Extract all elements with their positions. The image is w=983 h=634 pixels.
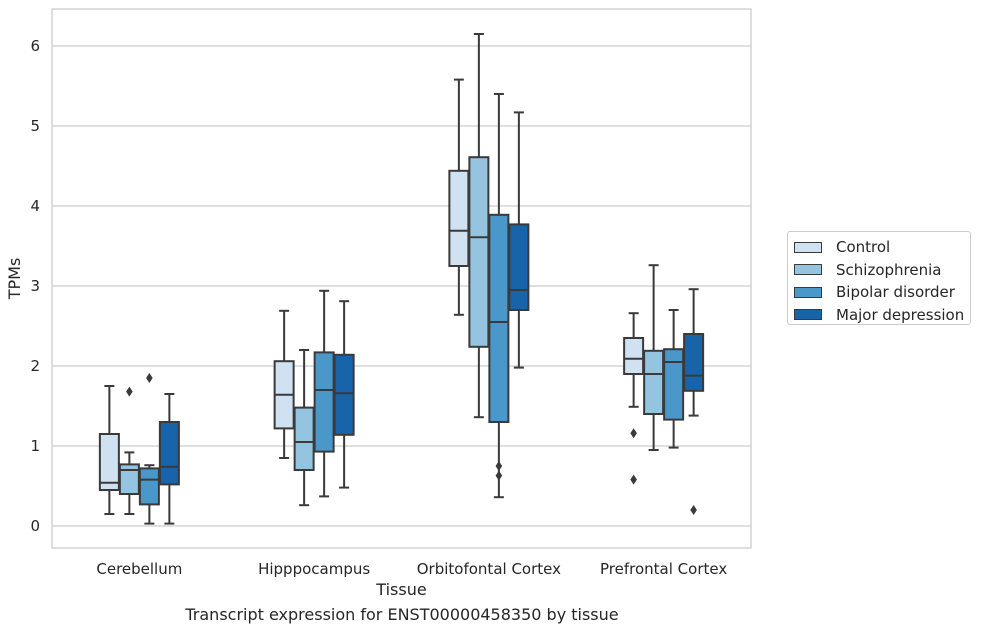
legend-label: Control — [836, 238, 891, 257]
y-tick-label: 4 — [30, 197, 40, 215]
box-body — [158, 421, 180, 486]
box-body — [643, 349, 665, 415]
box-body — [138, 467, 160, 506]
y-tick-label: 2 — [30, 357, 40, 375]
legend-item: Bipolar disorder — [794, 281, 970, 304]
box-body — [508, 223, 530, 311]
box-body — [683, 333, 705, 392]
box-body — [118, 463, 140, 495]
legend-swatch — [794, 309, 822, 321]
box-body — [468, 156, 490, 348]
y-tick-label: 3 — [30, 277, 40, 295]
y-tick-label: 1 — [30, 437, 40, 455]
legend-swatch — [794, 286, 822, 298]
legend-label: Schizophrenia — [836, 260, 942, 279]
box-major-depression — [508, 111, 530, 369]
box-bipolar-disorder — [138, 373, 160, 525]
box-body — [448, 169, 470, 267]
legend-swatch — [794, 241, 822, 253]
legend-swatch — [794, 264, 822, 276]
chart-caption: Transcript expression for ENST0000045835… — [185, 605, 619, 624]
box-control — [98, 385, 120, 515]
outlier-point — [495, 470, 503, 481]
box-control — [623, 312, 645, 485]
legend-item: Control — [794, 236, 970, 259]
outlier-point — [495, 461, 503, 471]
outlier-point — [146, 373, 153, 383]
box-control — [448, 78, 470, 316]
box-body — [623, 337, 645, 375]
box-control — [273, 309, 295, 459]
box-body — [488, 213, 510, 423]
legend: Control Schizophrenia Bipolar disorder Majo… — [787, 231, 971, 325]
box-bipolar-disorder — [488, 93, 510, 499]
outlier-point — [690, 505, 697, 515]
x-tick-label: Cerebellum — [96, 560, 182, 578]
y-tick-label: 0 — [30, 517, 40, 535]
outlier-point — [630, 474, 637, 485]
outlier-point — [126, 386, 133, 397]
x-axis-label: Tissue — [375, 580, 426, 599]
y-tick-label: 6 — [30, 37, 40, 55]
legend-label: Bipolar disorder — [836, 283, 955, 302]
x-tick-label: Prefrontal Cortex — [600, 560, 727, 578]
legend-item: Schizophrenia — [794, 259, 970, 282]
x-tick-label: Orbitofontal Cortex — [417, 560, 561, 578]
box-body — [98, 433, 120, 491]
box-schizophrenia — [468, 33, 490, 419]
outlier-point — [630, 428, 637, 439]
x-axis: Cerebellum Hipppocampus Orbitofontal Corte… — [96, 560, 727, 578]
x-tick-label: Hipppocampus — [258, 560, 370, 578]
y-tick-label: 5 — [30, 117, 40, 135]
box-body — [333, 353, 355, 436]
box-schizophrenia — [293, 349, 315, 507]
box-schizophrenia — [118, 386, 140, 515]
box-major-depression — [333, 300, 355, 489]
y-axis: 0 1 2 3 4 5 6 — [30, 37, 40, 535]
legend-item: Major depression — [794, 304, 970, 327]
box-major-depression — [683, 288, 705, 515]
legend-label: Major depression — [836, 305, 965, 324]
box-schizophrenia — [643, 264, 665, 451]
box-groups — [98, 33, 705, 525]
gridlines — [52, 45, 751, 527]
box-bipolar-disorder — [663, 309, 685, 449]
plot-frame — [51, 8, 752, 549]
box-body — [313, 351, 335, 453]
box-body — [293, 406, 315, 472]
box-body — [663, 348, 685, 421]
box-bipolar-disorder — [313, 289, 335, 498]
y-axis-label: TPMs — [5, 258, 24, 301]
box-major-depression — [158, 393, 180, 525]
